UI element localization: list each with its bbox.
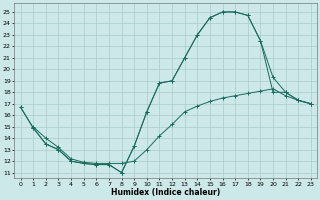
X-axis label: Humidex (Indice chaleur): Humidex (Indice chaleur): [111, 188, 220, 197]
